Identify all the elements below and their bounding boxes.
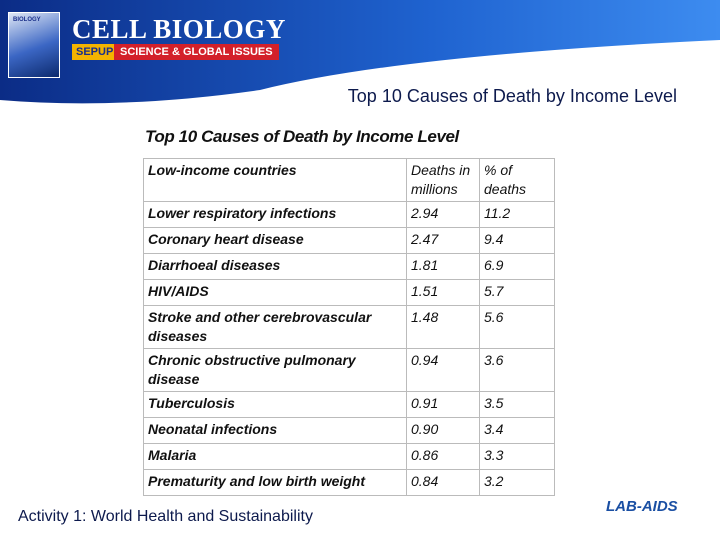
table-cell: 3.4 — [479, 417, 555, 444]
table-row: Neonatal infections 0.90 3.4 — [143, 417, 555, 444]
table-cell: 1.81 — [406, 253, 480, 280]
table-title: Top 10 Causes of Death by Income Level — [145, 127, 459, 146]
table-cell: 5.7 — [479, 279, 555, 306]
table: Low-income countries Deaths in millions% … — [143, 158, 555, 496]
table-cell: 3.3 — [479, 443, 555, 470]
table-cell: 0.86 — [406, 443, 480, 470]
table-cell: Stroke and other cerebrovascular disease… — [143, 305, 407, 349]
table-cell: Chronic obstructive pulmonary disease — [143, 348, 407, 392]
header-row: Low-income countries Deaths in millions% … — [143, 158, 555, 202]
brand: CELL BIOLOGY — [72, 14, 286, 44]
table-row: Tuberculosis 0.91 3.5 — [143, 391, 555, 418]
table-cell: 9.4 — [479, 227, 555, 254]
table-cell: 11.2 — [479, 201, 555, 228]
table-cell: 0.90 — [406, 417, 480, 444]
logo: LAB-AIDS — [606, 498, 678, 515]
table-cell: Coronary heart disease — [143, 227, 407, 254]
table-cell: 3.2 — [479, 469, 555, 496]
table-row: Diarrhoeal diseases 1.81 6.9 — [143, 253, 555, 280]
banner-shape — [0, 0, 720, 104]
table-row: Stroke and other cerebrovascular disease… — [143, 305, 555, 349]
table-cell: Tuberculosis — [143, 391, 407, 418]
column-header: Low-income countries — [143, 158, 407, 202]
column-header: Deaths in millions — [406, 158, 480, 202]
table-cell: 0.94 — [406, 348, 480, 392]
table-cell: 6.9 — [479, 253, 555, 280]
table-cell: HIV/AIDS — [143, 279, 407, 306]
table-cell: Lower respiratory infections — [143, 201, 407, 228]
table-cell: Prematurity and low birth weight — [143, 469, 407, 496]
table-body: Low-income countries Deaths in millions% … — [143, 158, 555, 496]
table-row: Prematurity and low birth weight 0.84 3.2 — [143, 469, 555, 496]
table-row: Chronic obstructive pulmonary disease 0.9… — [143, 348, 555, 392]
table-cell: 1.48 — [406, 305, 480, 349]
column-header: % of deaths — [479, 158, 555, 202]
banner — [0, 0, 720, 104]
table-cell: Malaria — [143, 443, 407, 470]
table-cell: 2.94 — [406, 201, 480, 228]
table-row: Malaria 0.86 3.3 — [143, 443, 555, 470]
subtitle: SCIENCE & GLOBAL ISSUES — [114, 44, 279, 60]
slide-title: Top 10 Causes of Death by Income Level — [347, 86, 677, 106]
table-row: Lower respiratory infections 2.94 11.2 — [143, 201, 555, 228]
book-cover: BIOLOGY — [8, 12, 60, 78]
table-cell: 1.51 — [406, 279, 480, 306]
footer: Activity 1: World Health and Sustainabil… — [18, 508, 313, 525]
table-cell: 3.6 — [479, 348, 555, 392]
table-cell: 2.47 — [406, 227, 480, 254]
table-cell: 3.5 — [479, 391, 555, 418]
table-row: HIV/AIDS 1.51 5.7 — [143, 279, 555, 306]
table-cell: 0.91 — [406, 391, 480, 418]
table-cell: Neonatal infections — [143, 417, 407, 444]
table-cell: 5.6 — [479, 305, 555, 349]
table-cell: Diarrhoeal diseases — [143, 253, 407, 280]
sepup: SEPUP — [72, 44, 118, 60]
table-cell: 0.84 — [406, 469, 480, 496]
book-label: BIOLOGY — [13, 17, 41, 23]
table-row: Coronary heart disease 2.47 9.4 — [143, 227, 555, 254]
